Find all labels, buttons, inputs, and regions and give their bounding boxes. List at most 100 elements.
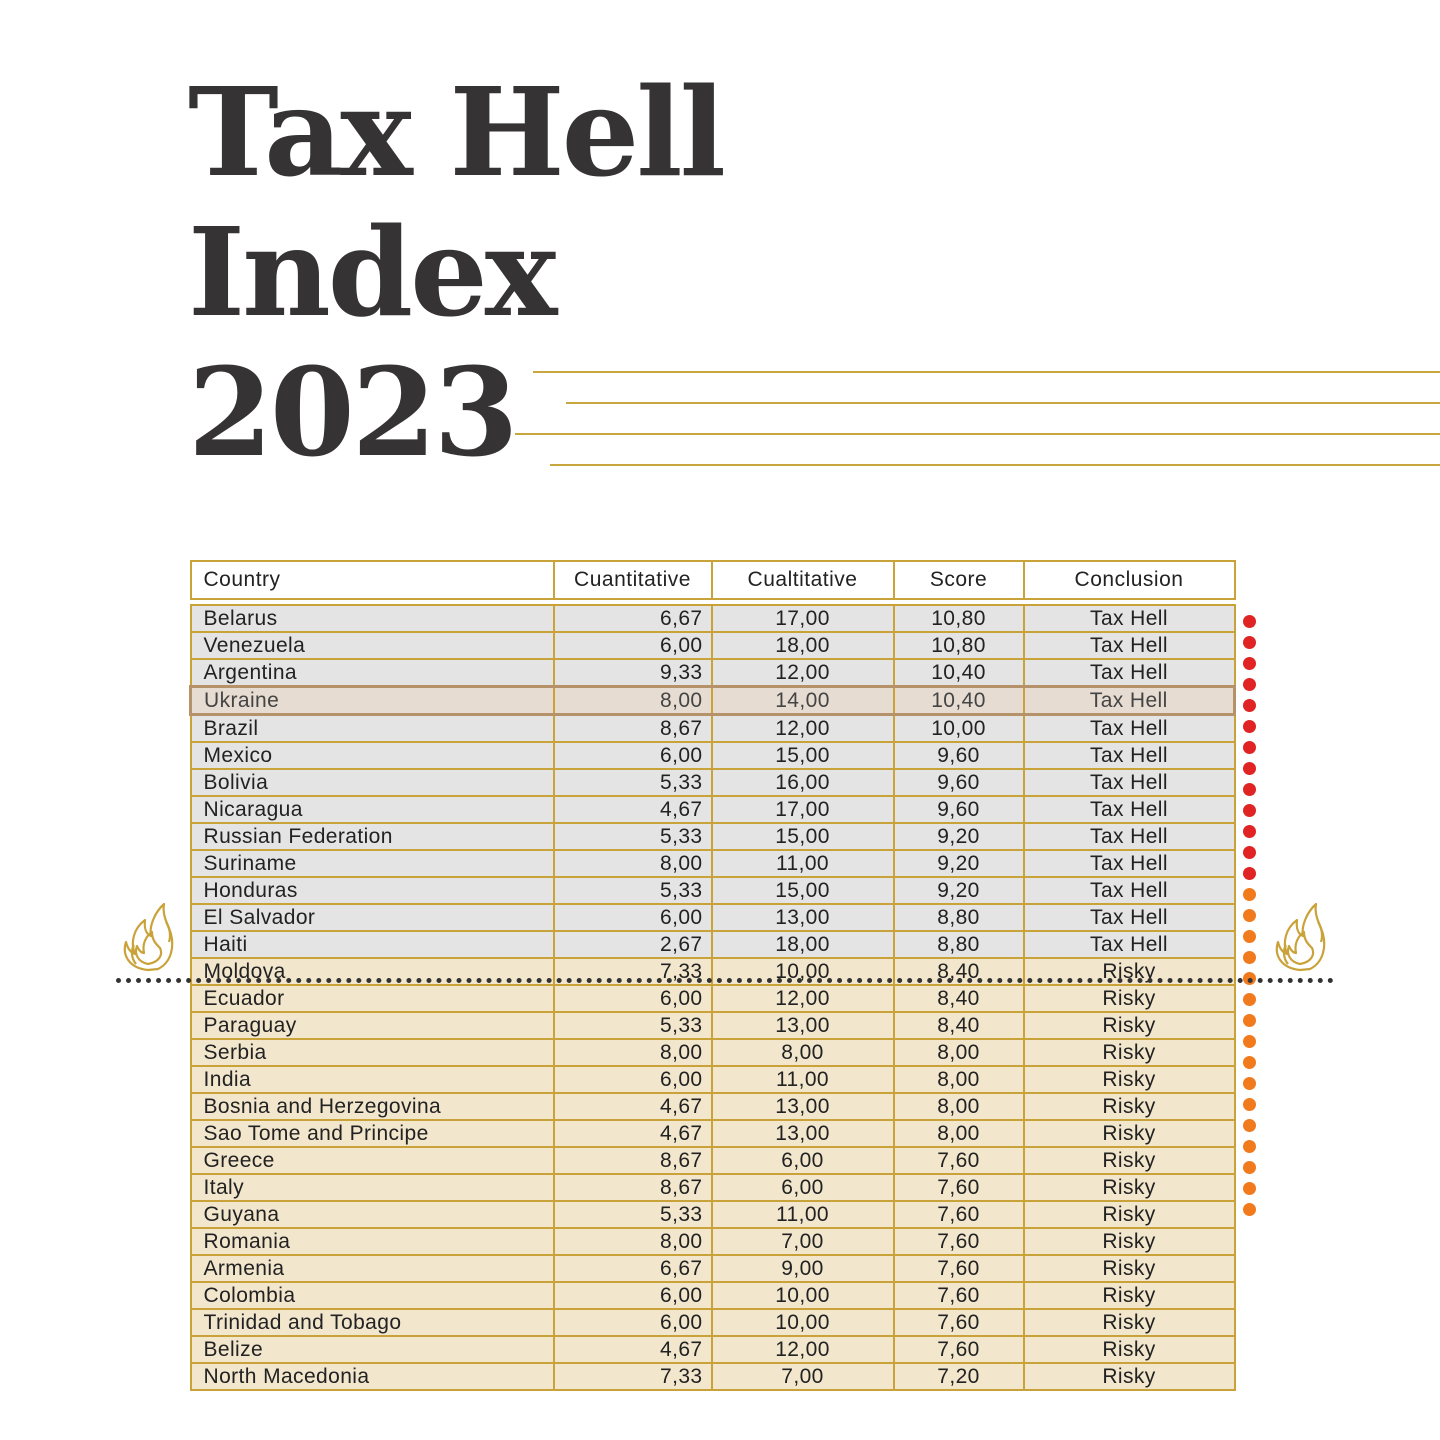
cell-conclusion: Risky (1022, 1173, 1236, 1202)
cell-score: 8,00 (892, 1092, 1025, 1121)
tax-hell-indicator-dot (1243, 846, 1256, 859)
risky-indicator-dot (1243, 909, 1256, 922)
table-row: Romania 8,00 7,00 7,60 Risky (189, 1227, 1236, 1256)
cell-cuantitative: 6,00 (552, 1281, 713, 1310)
table-row: Italy 8,67 6,00 7,60 Risky (189, 1173, 1236, 1202)
table-row: Venezuela 6,00 18,00 10,80 Tax Hell (189, 631, 1236, 660)
cell-cuantitative: 8,00 (552, 849, 713, 878)
cell-conclusion: Tax Hell (1022, 685, 1236, 716)
risky-indicator-dot (1243, 1056, 1256, 1069)
cell-conclusion: Risky (1022, 1092, 1236, 1121)
cell-score: 9,20 (892, 876, 1025, 905)
cell-score: 7,60 (892, 1308, 1025, 1337)
risky-indicator-dot (1243, 1014, 1256, 1027)
cell-score: 9,60 (892, 741, 1025, 770)
page-title: Tax Hell Index 2023 (188, 62, 726, 482)
cell-cualtitative: 12,00 (710, 1335, 895, 1364)
cell-cualtitative: 8,00 (710, 1038, 895, 1067)
table-row: Brazil 8,67 12,00 10,00 Tax Hell (189, 713, 1236, 743)
flame-icon (1275, 902, 1326, 972)
table-row: India 6,00 11,00 8,00 Risky (189, 1065, 1236, 1094)
cell-conclusion: Risky (1022, 1335, 1236, 1364)
cell-conclusion: Risky (1022, 1200, 1236, 1229)
table-row: Guyana 5,33 11,00 7,60 Risky (189, 1200, 1236, 1229)
cell-score: 10,40 (892, 658, 1025, 688)
cell-cuantitative: 4,67 (552, 1335, 713, 1364)
header-cualtitative: Cualtitative (710, 560, 895, 600)
decorative-line (550, 464, 1440, 466)
tax-hell-indicator-dot (1243, 825, 1256, 838)
cell-cualtitative: 7,00 (710, 1362, 895, 1391)
cell-cuantitative: 4,67 (552, 1092, 713, 1121)
cell-conclusion: Tax Hell (1022, 604, 1236, 633)
cell-country: North Macedonia (189, 1362, 555, 1391)
cell-score: 9,60 (892, 795, 1025, 824)
decorative-line (533, 371, 1440, 373)
risky-indicator-dot (1243, 888, 1256, 901)
cell-cuantitative: 5,33 (552, 876, 713, 905)
tax-hell-indicator-dot (1243, 636, 1256, 649)
cell-cualtitative: 11,00 (710, 1200, 895, 1229)
cell-conclusion: Tax Hell (1022, 631, 1236, 660)
cell-country: Nicaragua (189, 795, 555, 824)
cell-cualtitative: 10,00 (710, 1308, 895, 1337)
cell-score: 8,40 (892, 1011, 1025, 1040)
cell-score: 7,60 (892, 1227, 1025, 1256)
table-row: Paraguay 5,33 13,00 8,40 Risky (189, 1011, 1236, 1040)
cell-country: Ecuador (189, 984, 555, 1013)
risky-indicator-dot (1243, 1161, 1256, 1174)
cell-cualtitative: 13,00 (710, 1119, 895, 1148)
cell-country: Mexico (189, 741, 555, 770)
cell-score: 7,60 (892, 1281, 1025, 1310)
cell-cuantitative: 4,67 (552, 795, 713, 824)
cell-cualtitative: 15,00 (710, 822, 895, 851)
cell-cuantitative: 5,33 (552, 1200, 713, 1229)
cell-score: 9,20 (892, 849, 1025, 878)
cell-country: Suriname (189, 849, 555, 878)
cell-cualtitative: 10,00 (710, 1281, 895, 1310)
cell-country: Sao Tome and Principe (189, 1119, 555, 1148)
cell-country: Argentina (189, 658, 555, 688)
cell-conclusion: Tax Hell (1022, 849, 1236, 878)
cell-country: Venezuela (189, 631, 555, 660)
cell-country: El Salvador (189, 903, 555, 932)
table-row: Belize 4,67 12,00 7,60 Risky (189, 1335, 1236, 1364)
cell-conclusion: Tax Hell (1022, 795, 1236, 824)
cell-conclusion: Risky (1022, 1227, 1236, 1256)
cell-country: Honduras (189, 876, 555, 905)
tax-hell-indicator-dot (1243, 804, 1256, 817)
cell-conclusion: Risky (1022, 1254, 1236, 1283)
cell-score: 10,00 (892, 713, 1025, 743)
cell-cualtitative: 6,00 (710, 1146, 895, 1175)
cell-cuantitative: 8,67 (552, 713, 713, 743)
cell-cuantitative: 6,00 (552, 984, 713, 1013)
cell-country: Greece (189, 1146, 555, 1175)
risky-indicator-dot (1243, 930, 1256, 943)
cell-conclusion: Tax Hell (1022, 768, 1236, 797)
cell-country: Brazil (189, 713, 555, 743)
cell-conclusion: Tax Hell (1022, 903, 1236, 932)
cell-country: Colombia (189, 1281, 555, 1310)
tax-hell-indicator-dot (1243, 720, 1256, 733)
cell-cualtitative: 17,00 (710, 604, 895, 633)
cell-cuantitative: 2,67 (552, 930, 713, 959)
cell-cualtitative: 15,00 (710, 741, 895, 770)
tax-hell-indicator-dot (1243, 615, 1256, 628)
cell-cualtitative: 14,00 (710, 685, 895, 716)
table-row: Haiti 2,67 18,00 8,80 Tax Hell (189, 930, 1236, 959)
cell-score: 9,20 (892, 822, 1025, 851)
table-row: Argentina 9,33 12,00 10,40 Tax Hell (189, 658, 1236, 688)
cell-cualtitative: 12,00 (710, 658, 895, 688)
table-row: Russian Federation 5,33 15,00 9,20 Tax Hell (189, 822, 1236, 851)
risky-indicator-dot (1243, 993, 1256, 1006)
cell-cualtitative: 18,00 (710, 631, 895, 660)
cell-cuantitative: 8,00 (552, 685, 713, 716)
cell-country: Serbia (189, 1038, 555, 1067)
cell-cualtitative: 11,00 (710, 1065, 895, 1094)
cell-cuantitative: 4,67 (552, 1119, 713, 1148)
cell-score: 8,00 (892, 1038, 1025, 1067)
table-row: Nicaragua 4,67 17,00 9,60 Tax Hell (189, 795, 1236, 824)
risky-indicator-dot (1243, 1035, 1256, 1048)
cell-cuantitative: 6,00 (552, 1065, 713, 1094)
table-row: Sao Tome and Principe 4,67 13,00 8,00 Risky (189, 1119, 1236, 1148)
